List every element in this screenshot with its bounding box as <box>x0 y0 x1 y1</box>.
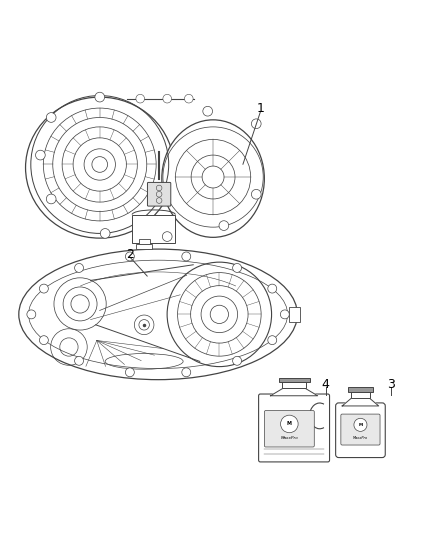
Ellipse shape <box>19 249 297 379</box>
Ellipse shape <box>25 97 174 238</box>
FancyBboxPatch shape <box>148 182 171 206</box>
Circle shape <box>219 221 229 230</box>
Circle shape <box>162 232 172 241</box>
FancyBboxPatch shape <box>336 403 385 457</box>
Circle shape <box>125 252 134 261</box>
Circle shape <box>281 415 298 433</box>
Circle shape <box>136 94 145 103</box>
Circle shape <box>251 119 261 128</box>
Text: M: M <box>358 423 363 427</box>
Circle shape <box>184 94 193 103</box>
Circle shape <box>74 357 84 365</box>
Polygon shape <box>342 398 379 406</box>
Circle shape <box>268 336 277 345</box>
Circle shape <box>46 112 56 123</box>
Text: MaxxPro: MaxxPro <box>280 437 298 440</box>
Text: 3: 3 <box>387 378 395 391</box>
Text: 2: 2 <box>126 248 134 261</box>
Circle shape <box>39 336 48 345</box>
Text: 1: 1 <box>256 102 264 116</box>
FancyBboxPatch shape <box>265 410 314 447</box>
Circle shape <box>203 107 212 116</box>
Circle shape <box>35 150 45 160</box>
Circle shape <box>182 368 191 377</box>
Text: M: M <box>287 422 292 426</box>
Circle shape <box>74 263 84 272</box>
FancyBboxPatch shape <box>258 394 329 462</box>
Bar <box>138 239 150 244</box>
Circle shape <box>182 252 191 261</box>
Circle shape <box>39 284 48 293</box>
Circle shape <box>46 194 56 204</box>
Circle shape <box>125 368 134 377</box>
Circle shape <box>354 418 367 431</box>
Circle shape <box>233 357 241 365</box>
FancyBboxPatch shape <box>341 414 380 445</box>
Bar <box>289 306 300 322</box>
Text: 4: 4 <box>321 378 329 391</box>
Bar <box>348 387 373 392</box>
Circle shape <box>163 94 172 103</box>
Bar <box>282 382 306 387</box>
Circle shape <box>95 92 105 102</box>
Bar <box>279 378 310 382</box>
Bar <box>132 215 175 243</box>
Ellipse shape <box>162 120 265 237</box>
Bar <box>137 244 152 249</box>
Polygon shape <box>271 387 318 396</box>
Circle shape <box>268 284 277 293</box>
Circle shape <box>100 229 110 238</box>
Circle shape <box>280 310 289 319</box>
Circle shape <box>27 310 36 319</box>
Circle shape <box>251 189 261 199</box>
Bar <box>351 392 370 398</box>
Circle shape <box>233 263 241 272</box>
Text: MaxxPro: MaxxPro <box>353 435 368 440</box>
